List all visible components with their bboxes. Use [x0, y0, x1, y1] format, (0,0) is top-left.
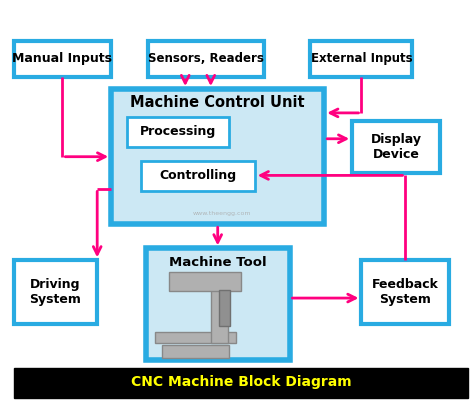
Text: Display
Device: Display Device [371, 133, 422, 161]
Text: Controlling: Controlling [159, 169, 237, 182]
FancyBboxPatch shape [162, 345, 229, 358]
FancyBboxPatch shape [352, 121, 440, 172]
FancyBboxPatch shape [310, 41, 412, 77]
Text: Manual Inputs: Manual Inputs [12, 52, 112, 65]
Text: www.theengg.com: www.theengg.com [193, 211, 252, 216]
FancyBboxPatch shape [361, 260, 449, 324]
FancyBboxPatch shape [14, 368, 468, 398]
FancyBboxPatch shape [155, 332, 236, 343]
FancyBboxPatch shape [141, 161, 255, 190]
FancyBboxPatch shape [111, 89, 324, 225]
Text: External Inputs: External Inputs [310, 52, 412, 65]
FancyBboxPatch shape [148, 41, 264, 77]
Text: Sensors, Readers: Sensors, Readers [148, 52, 264, 65]
FancyBboxPatch shape [169, 272, 241, 291]
FancyBboxPatch shape [146, 248, 290, 360]
FancyBboxPatch shape [211, 286, 228, 343]
Text: Machine Tool: Machine Tool [169, 256, 266, 269]
Text: Machine Control Unit: Machine Control Unit [130, 95, 305, 110]
Text: Feedback
System: Feedback System [372, 278, 439, 306]
Text: CNC Machine Block Diagram: CNC Machine Block Diagram [130, 375, 351, 389]
FancyBboxPatch shape [128, 117, 229, 147]
FancyBboxPatch shape [14, 260, 97, 324]
FancyBboxPatch shape [14, 41, 111, 77]
FancyBboxPatch shape [219, 290, 230, 326]
Text: Driving
System: Driving System [29, 278, 82, 306]
Text: Processing: Processing [140, 125, 217, 138]
